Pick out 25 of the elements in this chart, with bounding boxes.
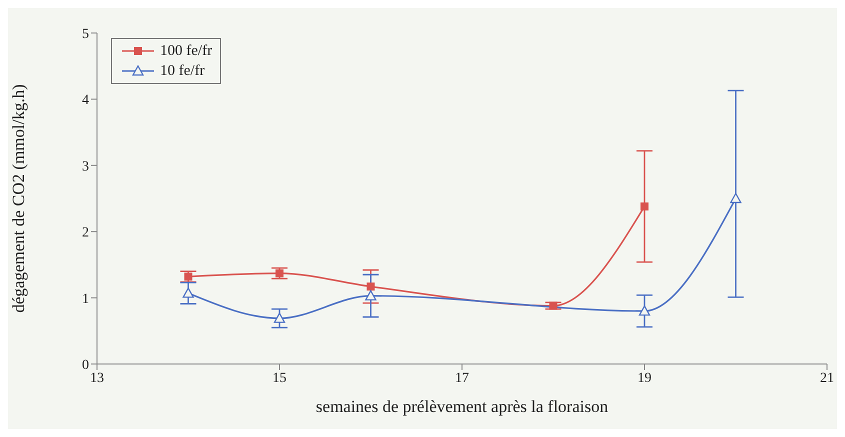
y-tick-label: 3 [82, 159, 89, 174]
y-tick-label: 5 [82, 26, 89, 42]
x-tick-label: 21 [820, 370, 834, 386]
point [730, 192, 742, 204]
point [365, 290, 376, 300]
x-tick-label: 13 [90, 370, 104, 386]
y-axis-title: dégagement de CO2 (mmol/kg.h) [9, 84, 28, 313]
y-tick-label: 1 [82, 292, 89, 307]
y-tick-label: 0 [82, 358, 89, 373]
point [638, 305, 650, 316]
x-tick-label: 17 [455, 370, 469, 386]
x-tick-label: 19 [638, 370, 652, 386]
point [274, 312, 286, 323]
legend-label: 100 fe/fr [160, 42, 212, 61]
point [184, 272, 192, 281]
legend-label: 10 fe/fr [160, 62, 205, 81]
point [276, 269, 284, 278]
y-tick-label: 4 [82, 93, 89, 108]
point [549, 302, 558, 310]
x-tick-label: 15 [272, 370, 286, 386]
point [182, 288, 194, 298]
point [640, 202, 648, 210]
x-axis-title: semaines de prélèvement après la floraison [316, 397, 609, 416]
y-tick-label: 2 [82, 226, 89, 241]
point [366, 282, 375, 291]
